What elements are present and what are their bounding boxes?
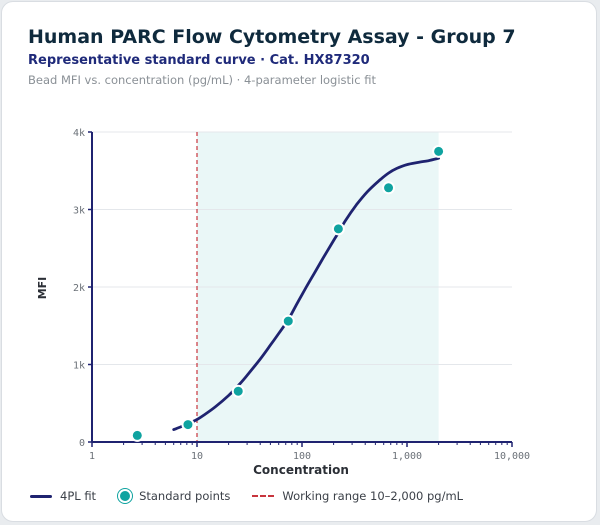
y-tick-label: 4k xyxy=(73,128,85,139)
x-tick-label: 1 xyxy=(89,451,95,462)
standard-point xyxy=(231,384,245,398)
legend-item-fit[interactable]: 4PL fit xyxy=(30,489,96,503)
chart-description: Bead MFI vs. concentration (pg/mL) · 4-p… xyxy=(28,73,376,87)
standard-point xyxy=(130,428,144,442)
dashed-line-swatch xyxy=(252,495,275,497)
legend-range-label: Working range 10–2,000 pg/mL xyxy=(282,489,464,503)
x-tick-label: 10 xyxy=(191,451,203,462)
x-tick-label: 100 xyxy=(293,451,311,462)
standard-point xyxy=(181,418,195,432)
legend-item-points[interactable]: Standard points xyxy=(118,489,230,503)
x-tick-label: 10,000 xyxy=(494,451,530,462)
standard-point xyxy=(382,181,396,195)
chart-title: Human PARC Flow Cytometry Assay - Group … xyxy=(28,26,516,48)
chart-subtitle: Representative standard curve · Cat. HX8… xyxy=(28,53,370,68)
x-axis-label: Concentration xyxy=(253,463,349,477)
standard-curve-chart: 0 1k 2k 3k 4k 1 10 100 1,000 10,000 Concentration… xyxy=(36,128,530,477)
standard-point xyxy=(432,144,446,158)
y-axis-label: MFI xyxy=(36,277,49,300)
y-tick-label: 3k xyxy=(73,206,85,217)
fit-curve-line xyxy=(172,156,440,431)
legend-points-label: Standard points xyxy=(139,489,231,503)
standard-point xyxy=(281,314,295,328)
standard-point xyxy=(331,222,345,236)
fit-line-swatch xyxy=(30,494,52,498)
legend-fit-label: 4PL fit xyxy=(60,489,97,503)
y-tick-label: 2k xyxy=(73,283,85,294)
x-tick-label: 1,000 xyxy=(392,451,422,462)
y-tick-label: 0 xyxy=(79,438,85,449)
point-marker-swatch xyxy=(118,489,133,503)
y-tick-label: 1k xyxy=(73,361,85,372)
legend-item-range[interactable]: Working range 10–2,000 pg/mL xyxy=(252,489,463,503)
chart-legend: 4PL fit Standard points Working range 10… xyxy=(30,489,485,503)
